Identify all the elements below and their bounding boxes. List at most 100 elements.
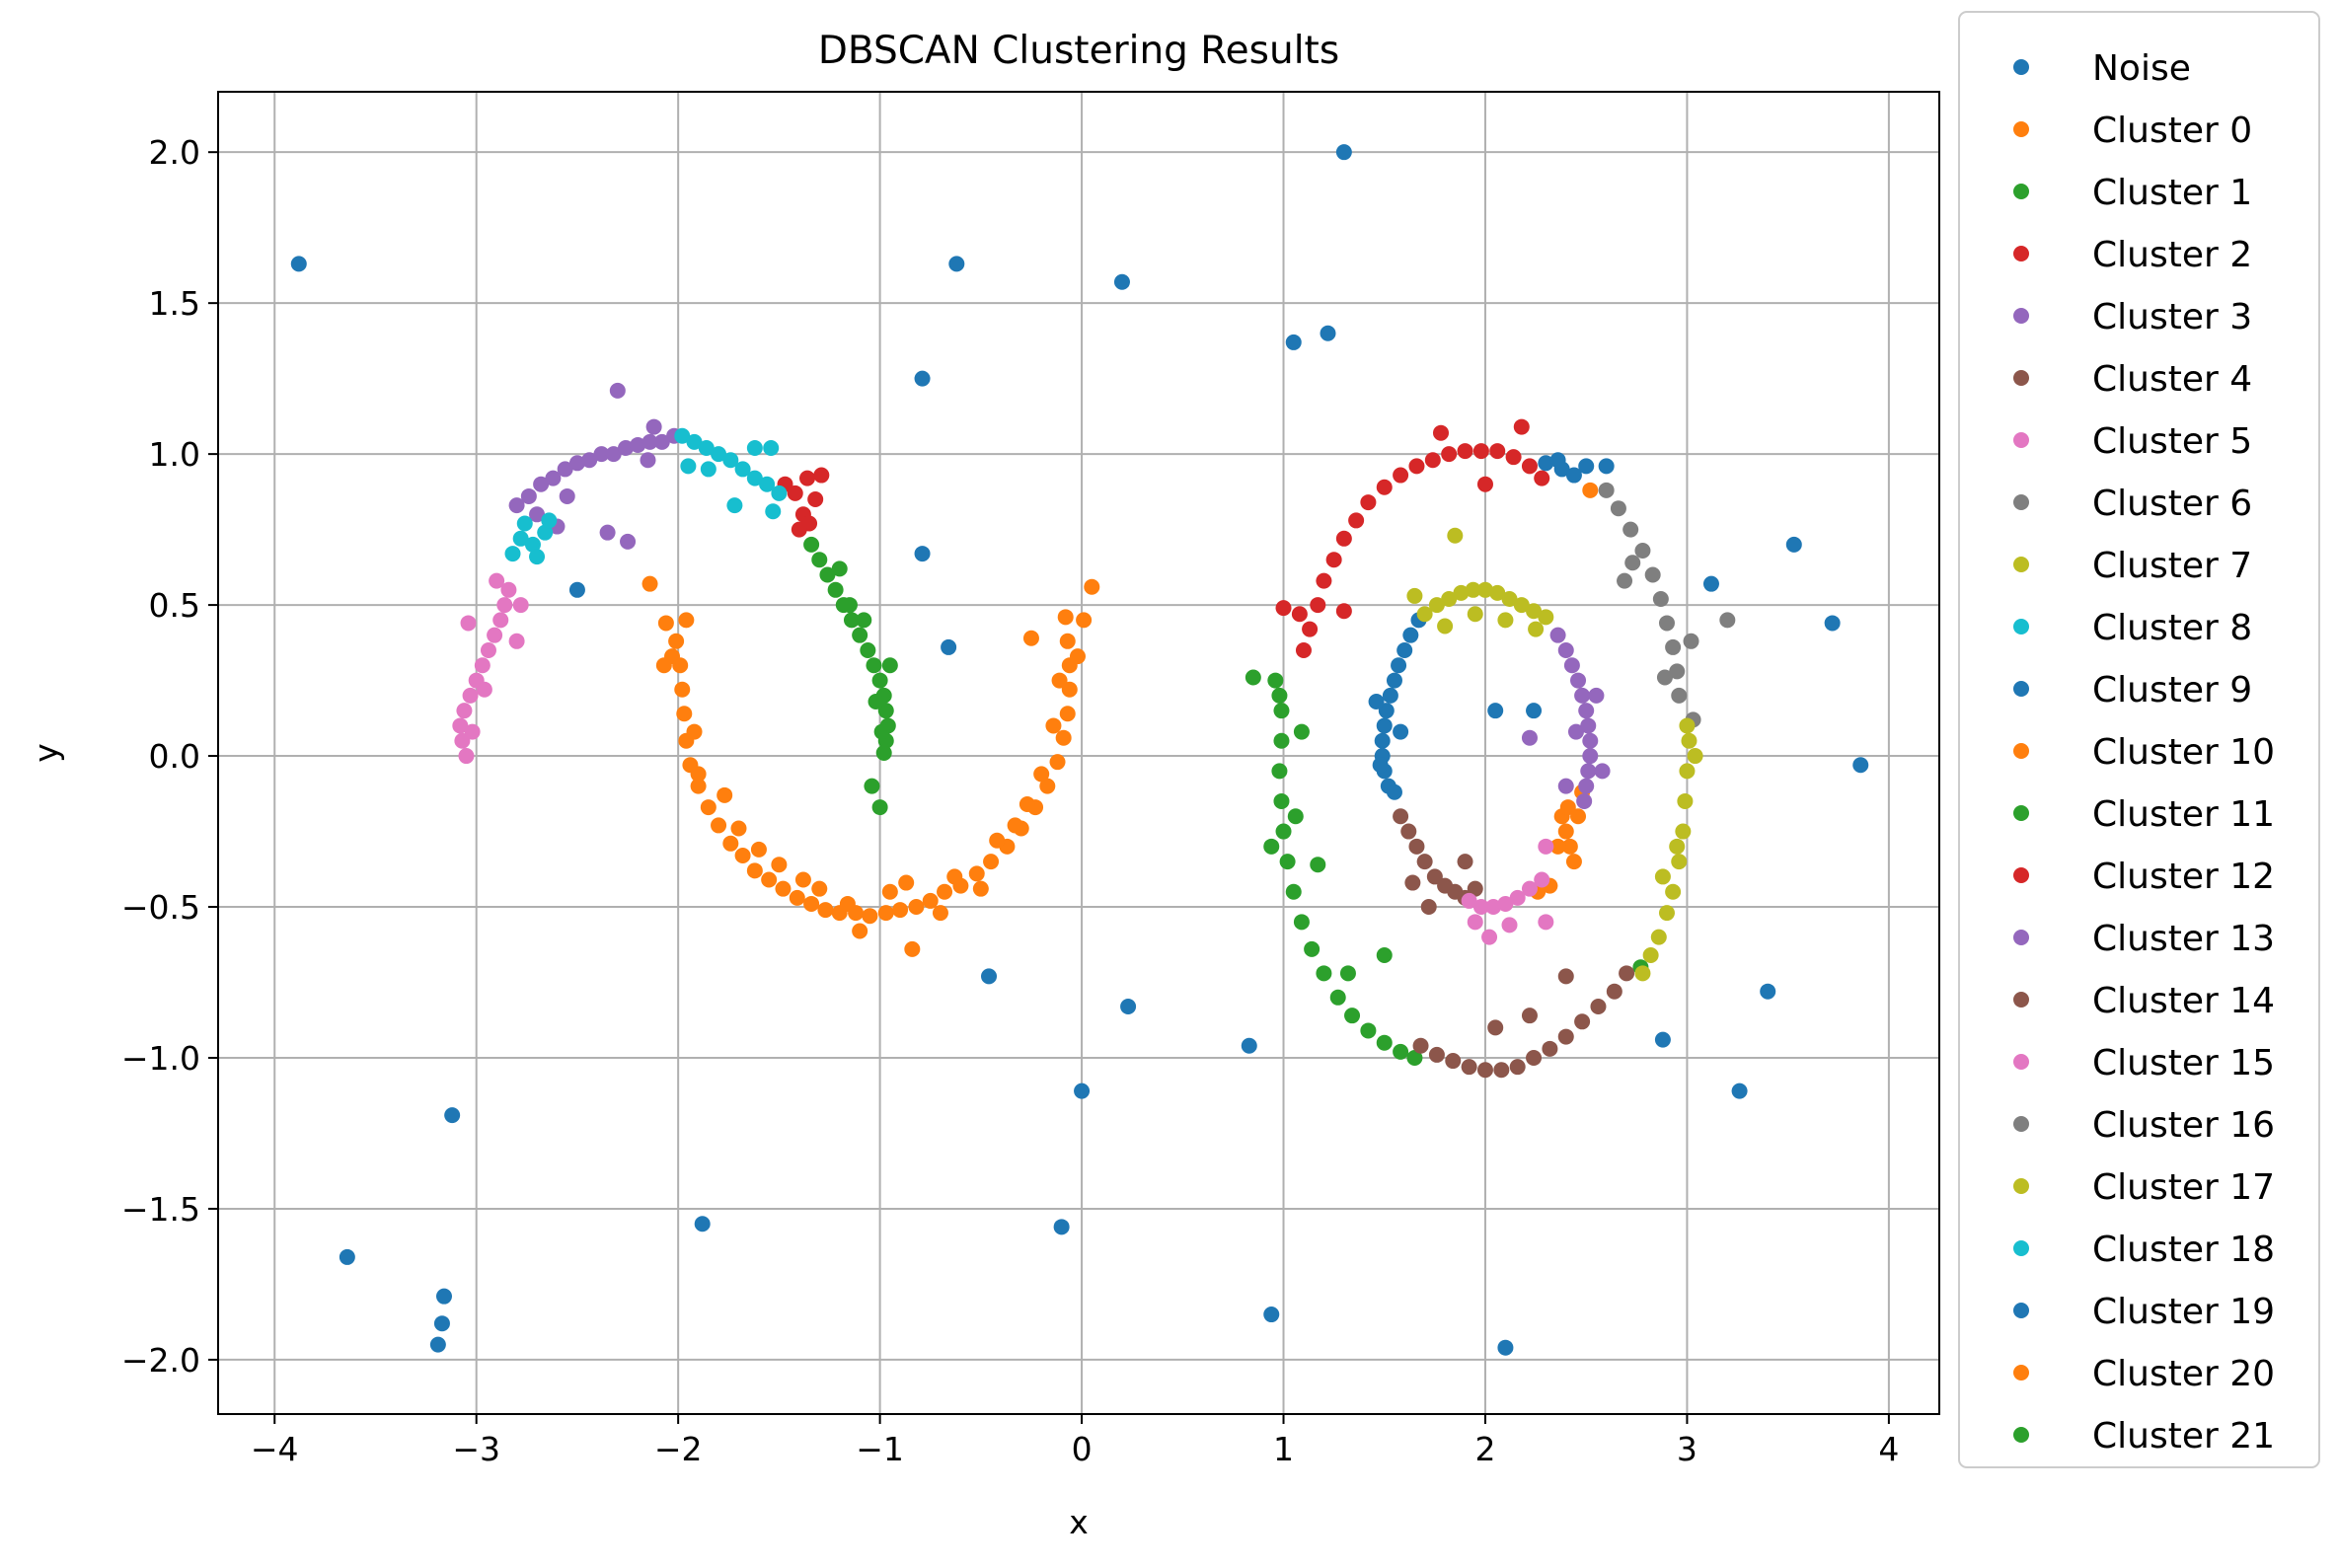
data-point [1053,1219,1070,1235]
data-point [1509,889,1526,906]
data-point [1578,778,1595,794]
data-point [771,485,788,501]
data-point [763,440,780,457]
data-point [492,612,509,629]
data-point [843,612,860,629]
data-point [862,908,878,925]
legend-marker [2013,308,2029,324]
data-point [1393,467,1409,484]
legend-marker [2013,1303,2029,1318]
x-tick-label: −1 [856,1430,904,1468]
data-point [968,865,985,882]
legend-marker [2013,619,2029,635]
data-point [487,627,503,643]
data-point [1465,581,1481,598]
data-point [557,461,573,478]
series-16 [1461,838,1554,945]
data-point [452,717,469,734]
data-point [908,899,925,916]
data-point [1293,723,1310,740]
data-point [1113,273,1130,290]
data-point [1241,1037,1257,1054]
data-point [581,452,598,469]
data-point [1582,482,1599,498]
data-point [1263,838,1280,855]
legend-label: Noise [2092,48,2191,89]
data-point [1760,983,1776,1000]
data-point [1785,536,1802,553]
data-point [568,455,585,472]
data-point [1360,494,1377,511]
data-point [1528,621,1545,637]
data-point [1059,633,1076,649]
data-point [1671,854,1688,870]
data-point [1320,325,1336,341]
data-point [1007,817,1023,834]
data-point [339,1248,355,1265]
data-point [545,470,562,486]
data-point [1702,575,1719,592]
data-point [1652,590,1669,607]
data-point [568,581,585,598]
y-tick-label: −2.0 [121,1341,200,1380]
legend-box [1958,11,2320,1468]
legend: Noise Cluster 0 Cluster 1 Cluster 2 Cluster … [1958,11,2320,1468]
data-point [1400,823,1417,840]
data-point [462,687,479,704]
data-point [1267,672,1284,689]
data-point [852,923,868,939]
legend-label: Cluster 13 [2092,919,2275,959]
data-point [1378,703,1395,719]
data-point [694,1216,711,1232]
x-tick-label: −3 [452,1430,500,1468]
data-point [983,854,1000,870]
data-point [686,723,703,740]
series-1 [641,575,1100,957]
data-point [1665,638,1682,655]
data-point [444,1107,461,1124]
data-point [746,440,763,457]
data-point [1557,778,1574,794]
data-point [831,560,848,577]
data-point [1275,600,1292,617]
series-8 [1447,527,1464,544]
data-point [726,497,743,514]
legend-label: Cluster 7 [2092,546,2252,586]
data-point [1578,703,1595,719]
legend-label: Cluster 2 [2092,235,2252,275]
data-point [1624,555,1641,571]
series-2 [803,536,898,816]
data-point [1408,458,1425,475]
data-point [948,256,965,272]
y-tick-label: −1.5 [121,1190,200,1229]
data-point [496,597,513,614]
y-axis-label: y [27,743,65,763]
legend-marker [2013,992,2029,1008]
x-tick-label: −2 [654,1430,703,1468]
data-point [1453,584,1470,601]
data-point [1526,1049,1543,1066]
data-point [904,940,921,957]
data-point [680,458,697,475]
data-point [674,681,691,698]
legend-label: Cluster 12 [2092,857,2275,897]
data-point [898,874,915,891]
data-point [1574,1013,1591,1030]
data-point [877,703,894,719]
data-point [1386,784,1402,800]
data-point [1497,612,1514,629]
data-point [1285,334,1302,350]
data-point [1476,476,1493,492]
data-point [1348,512,1365,529]
data-point [1489,443,1506,460]
data-point [700,799,717,816]
y-tick-label: −1.0 [121,1039,200,1078]
data-point [1416,854,1433,870]
data-point [1683,633,1699,649]
y-tick-label: 0.0 [149,737,200,776]
legend-marker [2013,805,2029,821]
data-point [1019,796,1035,813]
x-tick-label: 3 [1677,1430,1698,1468]
data-point [1304,940,1320,957]
data-point [593,446,610,463]
